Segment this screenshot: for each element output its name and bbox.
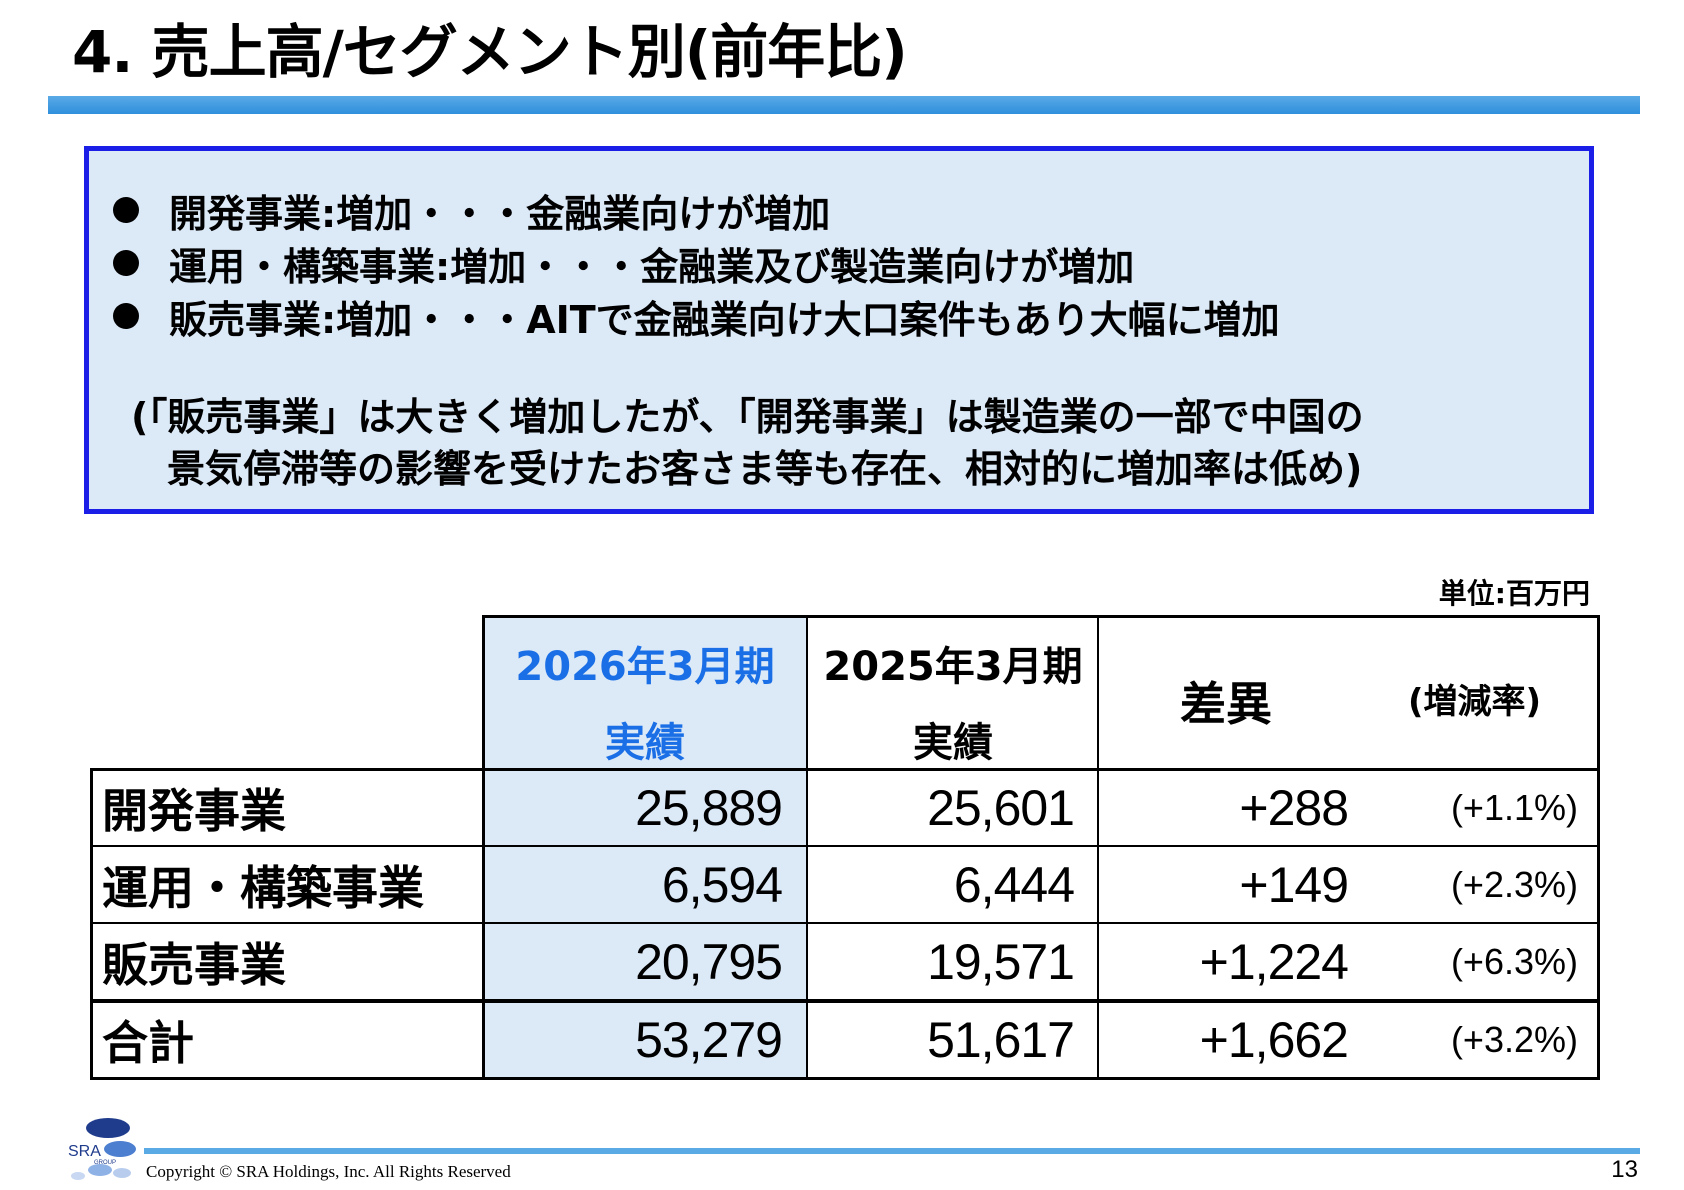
table-line [90,999,1600,1003]
prior-value: 51,617 [927,1012,1075,1068]
prior-period-header: 2025年3月期 [823,644,1083,690]
current-period-subheader: 実績 [605,720,685,766]
current-period-column-bg [484,770,806,1078]
logo-text: SRA [68,1143,101,1160]
copyright-text: Copyright © SRA Holdings, Inc. All Right… [146,1162,511,1181]
table-line [90,768,93,1080]
prior-value: 6,444 [953,857,1075,913]
title-underline-bar [48,96,1640,114]
row-label: 販売事業 [102,938,286,992]
table-line [482,615,485,1080]
current-period-header: 2026年3月期 [515,644,775,690]
row-label: 合計 [102,1016,194,1070]
prior-value: 19,571 [927,934,1075,990]
rate-value: (+3.2%) [1450,1019,1578,1060]
current-value: 53,279 [635,1012,783,1068]
table-line [1097,615,1099,1080]
prior-value: 25,601 [927,780,1075,836]
rate-value: (+1.1%) [1450,787,1578,828]
summary-bullet-text: 開発事業:増加・・・金融業向けが増加 [169,191,831,236]
summary-bullet-text: 運用・構築事業:増加・・・金融業及び製造業向けが増加 [169,244,1135,289]
footer-bar [144,1148,1640,1154]
table-line [90,922,1600,924]
current-value: 20,795 [635,934,783,990]
bullet-dot-icon [113,303,139,329]
summary-bullet: 販売事業:増加・・・AITで金融業向け大口案件もあり大幅に増加 [111,291,1280,342]
table-line [482,615,1600,618]
summary-bullet-text: 販売事業:増加・・・AITで金融業向け大口案件もあり大幅に増加 [169,297,1280,342]
summary-note-line-2: 景気停滞等の影響を受けたお客さま等も存在、相対的に増加率は低め) [167,447,1363,491]
table-line [90,845,1600,847]
prior-period-subheader: 実績 [913,720,993,766]
row-label: 運用・構築事業 [102,861,424,915]
current-value: 6,594 [661,857,783,913]
summary-box: 開発事業:増加・・・金融業向けが増加 運用・構築事業:増加・・・金融業及び製造業… [84,146,1594,514]
bullet-dot-icon [113,197,139,223]
page-number: 13 [1611,1156,1638,1183]
row-label: 開発事業 [102,784,286,838]
current-value: 25,889 [635,780,783,836]
summary-note-line-1: (「販売事業」は大きく増加したが、「開発事業」は製造業の一部で中国の [131,395,1364,439]
current-period-header-bg [484,617,806,770]
logo-subtext: GROUP [94,1160,116,1166]
diff-header: 差異 [1180,677,1272,731]
unit-label: 単位:百万円 [1438,577,1590,610]
summary-bullet: 開発事業:増加・・・金融業向けが増加 [111,185,831,236]
rate-header: (増減率) [1408,682,1542,722]
diff-value: +1,224 [1199,934,1349,990]
rate-value: (+6.3%) [1450,941,1578,982]
table-line [90,1077,1600,1080]
table-line [90,768,1600,771]
sra-logo-icon: SRA GROUP [68,1118,136,1180]
diff-value: +149 [1239,857,1349,913]
table-line [1597,615,1600,1080]
diff-value: +1,662 [1199,1012,1349,1068]
diff-value: +288 [1239,780,1349,836]
page-title: 4. 売上高/セグメント別(前年比) [72,18,908,86]
summary-bullet: 運用・構築事業:増加・・・金融業及び製造業向けが増加 [111,238,1135,289]
table-line [806,615,808,1080]
bullet-dot-icon [113,250,139,276]
rate-value: (+2.3%) [1450,864,1578,905]
